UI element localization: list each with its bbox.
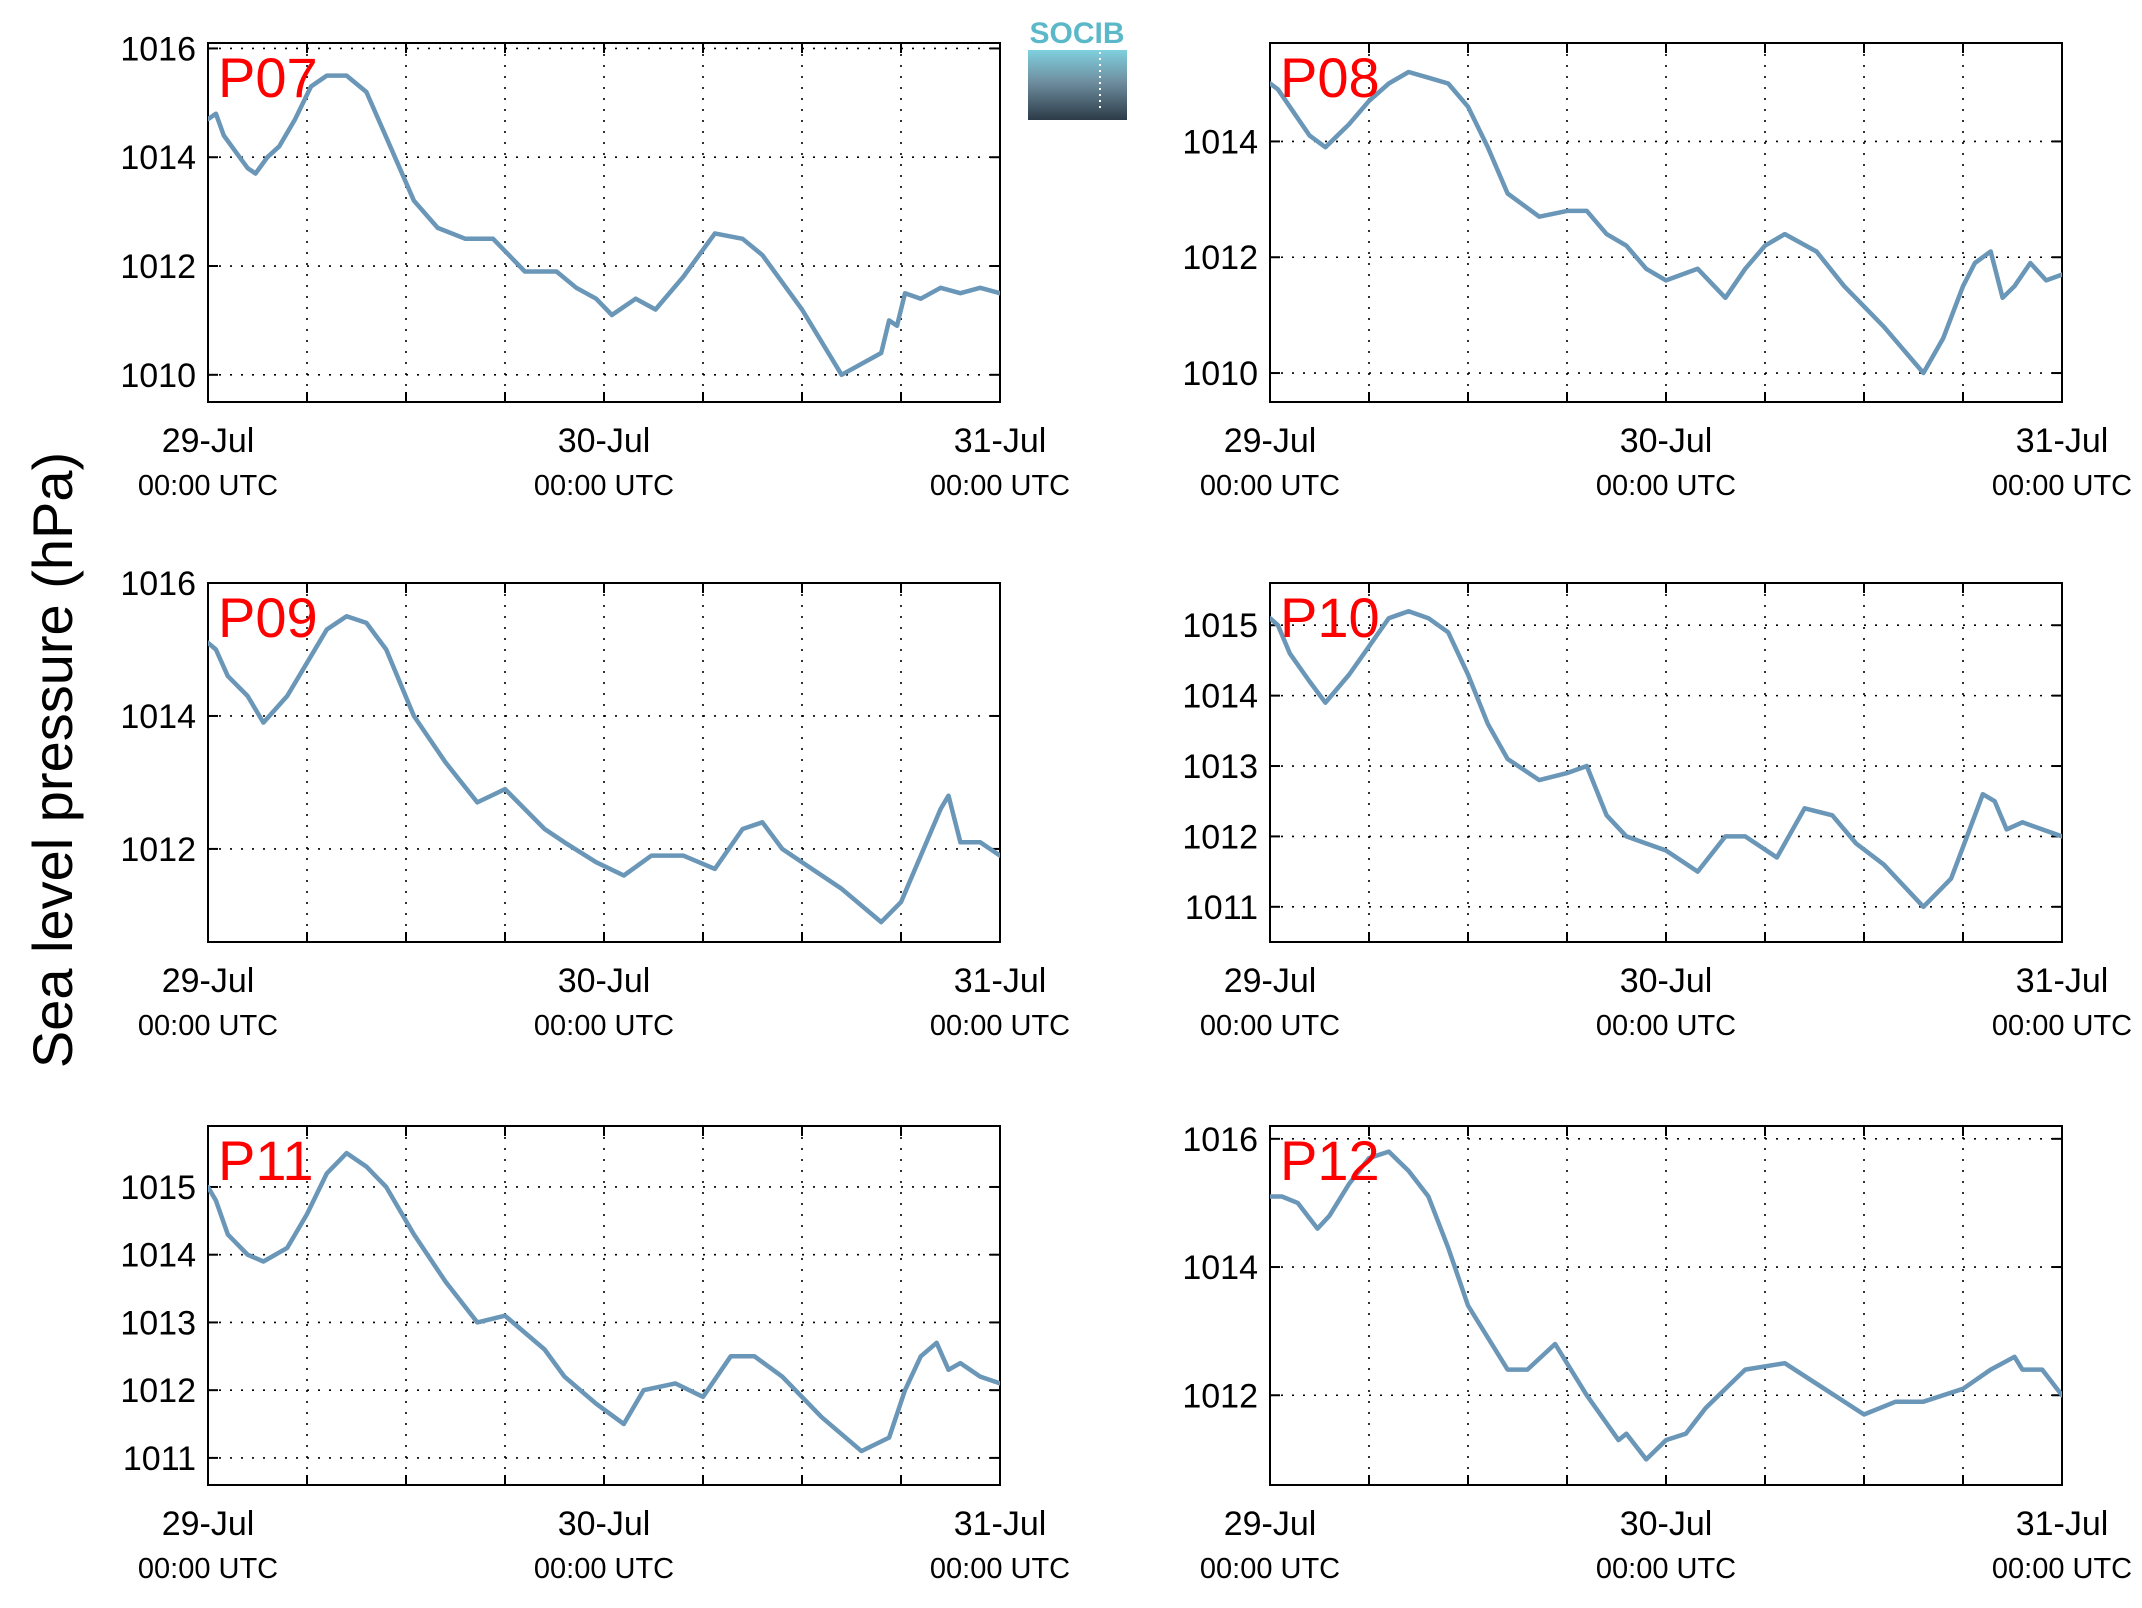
panel-label: P09 bbox=[218, 586, 318, 649]
y-tick-label: 1010 bbox=[120, 357, 196, 395]
panels: 1010 1012 1014 1016 29-Jul 00:00 UTC 30-Jul 00:… bbox=[120, 30, 2132, 1585]
x-tick-label-date: 31-Jul bbox=[2016, 422, 2109, 460]
panel-p11: 1011 1012 1013 1014 1015 29-Jul 00:00 UTC 30-Ju… bbox=[120, 1125, 1070, 1585]
panel-p08: 1010 1012 1014 29-Jul 00:00 UTC 30-Jul 00:00 U… bbox=[1182, 42, 2132, 502]
x-tick-label-time: 00:00 UTC bbox=[138, 1553, 278, 1585]
x-tick-label-date: 29-Jul bbox=[1224, 962, 1317, 1000]
x-tick-label-date: 31-Jul bbox=[2016, 1505, 2109, 1543]
series-line-p11 bbox=[208, 1150, 1000, 1454]
x-tick-label-time: 00:00 UTC bbox=[534, 1553, 674, 1585]
x-tick-label-date: 29-Jul bbox=[1224, 422, 1317, 460]
x-tick-label-time: 00:00 UTC bbox=[1992, 1553, 2132, 1585]
x-tick-label-date: 31-Jul bbox=[2016, 962, 2109, 1000]
x-tick-label-date: 29-Jul bbox=[162, 962, 255, 1000]
grid bbox=[208, 1126, 1000, 1485]
logo-graphic bbox=[1028, 50, 1127, 120]
y-tick-label: 1012 bbox=[1182, 239, 1258, 277]
axes-frame bbox=[1269, 1125, 2063, 1486]
y-tick-label: 1016 bbox=[120, 565, 196, 603]
series-line-p09 bbox=[208, 613, 1000, 925]
x-tick-label-date: 31-Jul bbox=[954, 422, 1047, 460]
x-tick-label-date: 30-Jul bbox=[558, 962, 651, 1000]
x-tick-label-time: 00:00 UTC bbox=[930, 1010, 1070, 1042]
socib-logo: SOCIB bbox=[1028, 17, 1127, 120]
y-tick-label: 1015 bbox=[120, 1169, 196, 1207]
panel-p10: 1011 1012 1013 1014 1015 29-Jul 00:00 UTC 30-Ju… bbox=[1182, 582, 2132, 1042]
y-tick-label: 1012 bbox=[120, 248, 196, 286]
series-line-p08 bbox=[1270, 69, 2062, 376]
x-tick-label-time: 00:00 UTC bbox=[1596, 470, 1736, 502]
axes-frame bbox=[207, 582, 1001, 943]
x-tick-label-date: 30-Jul bbox=[1620, 962, 1713, 1000]
x-tick-label-date: 29-Jul bbox=[162, 422, 255, 460]
x-tick-label-time: 00:00 UTC bbox=[1992, 1010, 2132, 1042]
y-tick-label: 1016 bbox=[1182, 1121, 1258, 1159]
y-tick-label: 1012 bbox=[1182, 818, 1258, 856]
x-tick-label-time: 00:00 UTC bbox=[138, 470, 278, 502]
panel-label: P11 bbox=[218, 1129, 313, 1192]
x-tick-label-time: 00:00 UTC bbox=[930, 470, 1070, 502]
series-line-p12 bbox=[1270, 1149, 2062, 1462]
logo-text: SOCIB bbox=[1029, 17, 1124, 50]
grid bbox=[1270, 583, 2062, 942]
y-tick-label: 1014 bbox=[120, 1237, 196, 1275]
panel-p07: 1010 1012 1014 1016 29-Jul 00:00 UTC 30-Jul 00:… bbox=[120, 30, 1070, 502]
series-line-p10 bbox=[1270, 608, 2062, 910]
grid bbox=[1270, 43, 2062, 402]
x-tick-label-date: 31-Jul bbox=[954, 1505, 1047, 1543]
x-tick-label-time: 00:00 UTC bbox=[930, 1553, 1070, 1585]
y-tick-label: 1015 bbox=[1182, 607, 1258, 645]
grid bbox=[208, 582, 1000, 942]
axes-frame bbox=[207, 1125, 1001, 1486]
panel-label: P07 bbox=[218, 46, 318, 109]
y-axis-label: Sea level pressure (hPa) bbox=[21, 452, 84, 1068]
x-tick-label-date: 30-Jul bbox=[558, 1505, 651, 1543]
x-tick-label-date: 29-Jul bbox=[1224, 1505, 1317, 1543]
x-tick-label-time: 00:00 UTC bbox=[1992, 470, 2132, 502]
x-tick-label-time: 00:00 UTC bbox=[1200, 1553, 1340, 1585]
panel-p12: 1012 1014 1016 29-Jul 00:00 UTC 30-Jul 00:00 U… bbox=[1182, 1121, 2132, 1585]
y-tick-label: 1016 bbox=[120, 30, 196, 68]
y-tick-label: 1014 bbox=[120, 698, 196, 736]
y-tick-label: 1014 bbox=[1182, 1249, 1258, 1287]
axes-frame bbox=[1269, 42, 2063, 403]
x-tick-label-time: 00:00 UTC bbox=[1596, 1553, 1736, 1585]
y-tick-label: 1014 bbox=[1182, 678, 1258, 716]
x-tick-label-date: 29-Jul bbox=[162, 1505, 255, 1543]
x-tick-label-time: 00:00 UTC bbox=[1200, 1010, 1340, 1042]
y-tick-label: 1011 bbox=[1185, 889, 1258, 927]
x-tick-label-time: 00:00 UTC bbox=[534, 1010, 674, 1042]
panel-label: P10 bbox=[1280, 586, 1380, 649]
x-tick-label-time: 00:00 UTC bbox=[1200, 470, 1340, 502]
series-line-p07 bbox=[208, 73, 1000, 378]
y-tick-label: 1011 bbox=[123, 1440, 196, 1478]
x-tick-label-date: 31-Jul bbox=[954, 962, 1047, 1000]
panel-p09: 1012 1014 1016 29-Jul 00:00 UTC 30-Jul 00:00 U… bbox=[120, 565, 1070, 1042]
x-tick-label-date: 30-Jul bbox=[558, 422, 651, 460]
y-tick-label: 1012 bbox=[120, 1372, 196, 1410]
x-tick-label-time: 00:00 UTC bbox=[138, 1010, 278, 1042]
x-tick-label-date: 30-Jul bbox=[1620, 1505, 1713, 1543]
x-tick-label-time: 00:00 UTC bbox=[534, 470, 674, 502]
x-tick-label-date: 30-Jul bbox=[1620, 422, 1713, 460]
x-tick-label-time: 00:00 UTC bbox=[1596, 1010, 1736, 1042]
y-tick-label: 1013 bbox=[1182, 748, 1258, 786]
y-tick-label: 1012 bbox=[1182, 1377, 1258, 1415]
y-tick-label: 1014 bbox=[1182, 123, 1258, 161]
y-tick-label: 1010 bbox=[1182, 355, 1258, 393]
y-tick-label: 1013 bbox=[120, 1304, 196, 1342]
y-tick-label: 1012 bbox=[120, 831, 196, 869]
panel-label: P08 bbox=[1280, 46, 1380, 109]
y-tick-label: 1014 bbox=[120, 139, 196, 177]
panel-label: P12 bbox=[1280, 1129, 1380, 1192]
grid bbox=[1270, 1126, 2062, 1485]
